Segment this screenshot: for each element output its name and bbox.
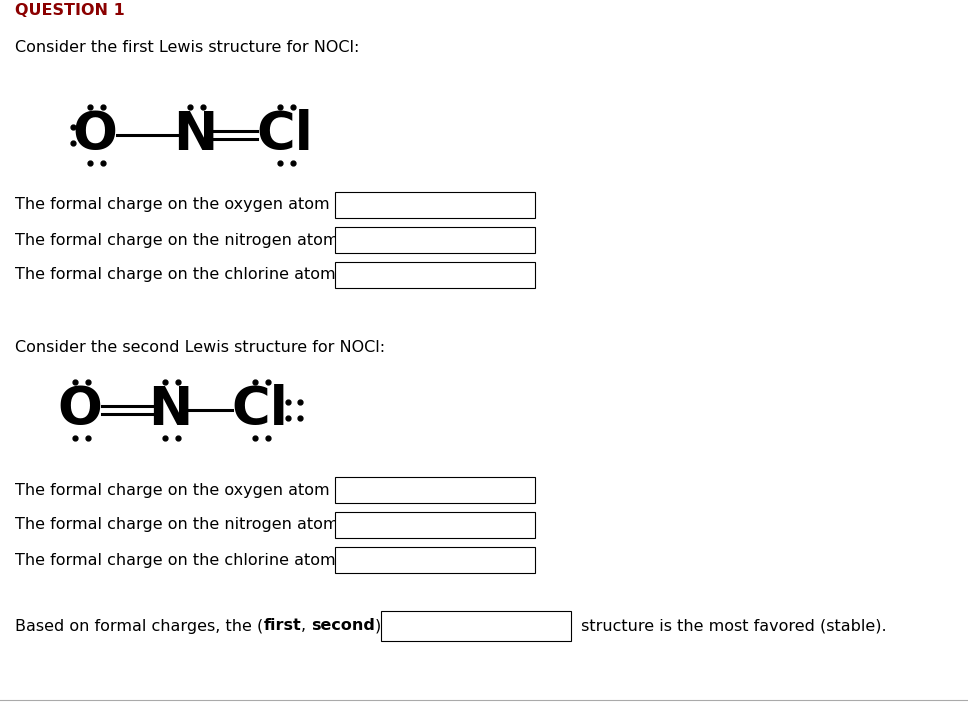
Text: The formal charge on the nitrogen atom is: The formal charge on the nitrogen atom i…	[15, 232, 356, 247]
FancyBboxPatch shape	[335, 192, 535, 218]
Text: The formal charge on the chlorine atom is: The formal charge on the chlorine atom i…	[15, 267, 353, 282]
Text: Consider the second Lewis structure for NOCl:: Consider the second Lewis structure for …	[15, 340, 385, 355]
Text: N: N	[148, 384, 192, 436]
Text: Consider the first Lewis structure for NOCl:: Consider the first Lewis structure for N…	[15, 40, 359, 55]
Text: second: second	[312, 619, 376, 634]
Text: Based on formal charges, the (: Based on formal charges, the (	[15, 619, 263, 634]
Text: The formal charge on the oxygen atom is: The formal charge on the oxygen atom is	[15, 483, 348, 498]
FancyBboxPatch shape	[381, 611, 571, 641]
FancyBboxPatch shape	[335, 547, 535, 573]
Text: The formal charge on the nitrogen atom is: The formal charge on the nitrogen atom i…	[15, 518, 356, 533]
Text: ): )	[376, 619, 381, 634]
FancyBboxPatch shape	[335, 477, 535, 503]
Text: The formal charge on the oxygen atom is: The formal charge on the oxygen atom is	[15, 197, 348, 212]
Text: structure is the most favored (stable).: structure is the most favored (stable).	[576, 619, 887, 634]
Text: Cl: Cl	[257, 109, 314, 161]
Text: N: N	[173, 109, 217, 161]
Text: Cl: Cl	[231, 384, 288, 436]
FancyBboxPatch shape	[335, 262, 535, 288]
FancyBboxPatch shape	[335, 512, 535, 538]
Text: The formal charge on the chlorine atom is: The formal charge on the chlorine atom i…	[15, 553, 353, 567]
FancyBboxPatch shape	[335, 227, 535, 253]
Text: QUESTION 1: QUESTION 1	[15, 3, 125, 18]
Text: O: O	[57, 384, 103, 436]
Text: O: O	[73, 109, 117, 161]
Text: ,: ,	[301, 619, 312, 634]
Text: first: first	[263, 619, 301, 634]
